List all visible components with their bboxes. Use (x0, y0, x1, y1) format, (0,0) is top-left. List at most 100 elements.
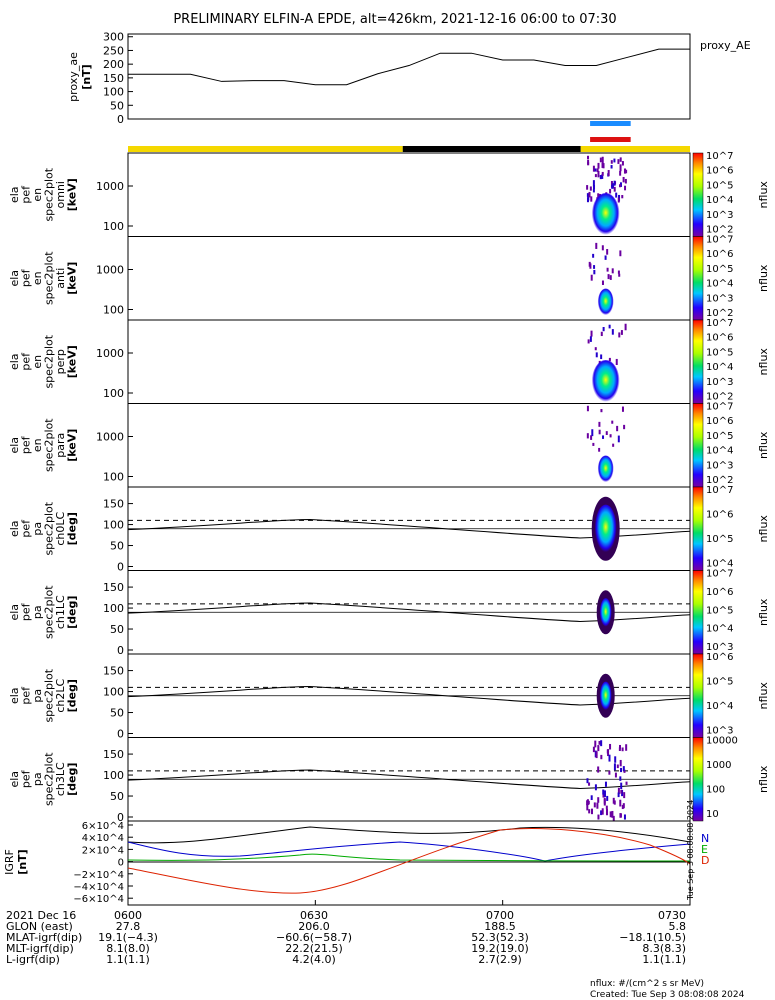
flux-pixel (625, 169, 628, 174)
panel-ylabel-line: spec2plot (43, 418, 56, 472)
panel-ylabel-line: [deg] (66, 596, 79, 629)
colorbar-tick-label: 10^3 (706, 293, 733, 304)
igrf-frame (127, 820, 691, 906)
colorbar-tick-label: 10^3 (706, 642, 733, 653)
flux-pixel (590, 274, 593, 281)
igrf-ytick-label: −4×10^4 (73, 882, 124, 893)
flux-pixel (614, 772, 617, 778)
colorbar-tick-label: 10^7 (706, 151, 733, 162)
flux-pixel (589, 186, 592, 191)
panel-ylabel-line: perp (54, 349, 67, 374)
panel-ylabel-line: ch1LC (54, 595, 67, 629)
flux-enhancement (599, 598, 612, 629)
flux-enhancement (591, 360, 620, 404)
colorbar-tick-label: 10^6 (706, 166, 733, 177)
colorbar-tick-label: 10^2 (706, 475, 733, 486)
colorbar (692, 152, 704, 237)
panel-ylabel-line: [keV] (66, 429, 79, 462)
colorbar-tick-label: 10^4 (706, 362, 733, 373)
proxy-ytick-label: 150 (103, 72, 124, 85)
flux-pixel (596, 168, 599, 173)
flux-pixel (609, 275, 612, 280)
colorbar (692, 737, 704, 822)
flux-pixel (603, 797, 606, 804)
x-axis-row-value: 0600 (114, 909, 142, 922)
flux-pixel (590, 435, 593, 440)
colorbar-tick-label: 10^2 (706, 225, 733, 236)
flux-pixel (612, 443, 615, 447)
colorbar-tick-label: 10^7 (706, 318, 733, 329)
flux-pixel (602, 326, 605, 332)
panel-ylabel-line: ela (8, 520, 21, 537)
flux-pixel (597, 797, 600, 803)
panel-ylabel-line: pa (31, 689, 44, 703)
flux-pixel (590, 795, 593, 801)
colorbar-tick-label: 10^5 (706, 264, 733, 275)
flux-pixel (617, 792, 620, 798)
panel-ylabel-line: omni (54, 181, 67, 208)
panel-ylabel-line: [keV] (66, 178, 79, 211)
flux-pixel (600, 754, 603, 760)
flux-pixel (587, 161, 590, 166)
science-zone-red-bar (590, 137, 631, 142)
flux-pixel (623, 792, 626, 799)
ytick-label: 0 (117, 644, 124, 657)
flux-pixel (610, 160, 613, 164)
flux-pixel (590, 808, 593, 815)
flux-pixel (586, 799, 589, 806)
flux-pixel (600, 354, 603, 360)
flux-pixel (621, 161, 624, 166)
flux-pixel (599, 157, 602, 163)
colorbar-tick-label: 10^7 (706, 569, 733, 580)
flux-pixel (612, 815, 615, 821)
panel-ylabel-line: ch0LC (54, 512, 67, 546)
flux-pixel (594, 168, 597, 172)
colorbar-tick-label: 10^4 (706, 446, 733, 457)
flux-pixel (593, 269, 596, 275)
panel-ylabel-line: spec2plot (43, 752, 56, 806)
flux-pixel (619, 170, 622, 176)
ytick-label: 150 (103, 498, 124, 511)
flux-pixel (619, 164, 622, 172)
colorbar (692, 319, 704, 404)
flux-pixel (618, 273, 621, 277)
panel-ylabel-line: pa (31, 522, 44, 536)
flux-pixel (594, 174, 597, 178)
panel-ylabel-line: en (31, 438, 44, 452)
igrf-legend-d: D (701, 854, 709, 867)
panel-ylabel-line: [deg] (66, 763, 79, 796)
loss-cone-line (127, 769, 691, 789)
flux-pixel (613, 763, 616, 771)
panel-ylabel-line: en (31, 188, 44, 202)
panel-ylabel-line: pef (20, 435, 33, 454)
x-axis-row-value: 52.3(52.3) (471, 931, 529, 944)
proxy-ae-ylabel: proxy_ae (67, 52, 80, 102)
colorbar-label: nflux (757, 431, 770, 459)
panel-ylabel-line: ela (8, 604, 21, 621)
flux-pixel (605, 805, 608, 810)
flux-pixel (607, 170, 610, 177)
flux-pixel (598, 429, 601, 435)
science-zone-blue-bar (590, 121, 631, 126)
ytick-label: 100 (103, 769, 124, 782)
flux-pixel (625, 744, 628, 751)
panel-ylabel-line: pef (20, 769, 33, 788)
flux-enhancement (597, 455, 614, 484)
x-axis-row-value: 22.2(21.5) (285, 942, 343, 955)
colorbar-tick-label: 10^3 (706, 726, 733, 737)
colorbar-tick-label: 10^5 (706, 347, 733, 358)
flux-pixel (588, 191, 591, 198)
flux-pixel (609, 188, 612, 194)
panel-ylabel-line: ela (8, 270, 21, 287)
flux-pixel (617, 159, 620, 164)
flux-pixel (588, 809, 591, 814)
flux-pixel (593, 185, 596, 190)
ytick-label: 0 (117, 728, 124, 741)
